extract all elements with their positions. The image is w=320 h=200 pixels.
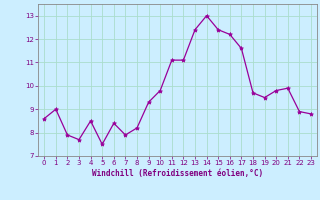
X-axis label: Windchill (Refroidissement éolien,°C): Windchill (Refroidissement éolien,°C) xyxy=(92,169,263,178)
